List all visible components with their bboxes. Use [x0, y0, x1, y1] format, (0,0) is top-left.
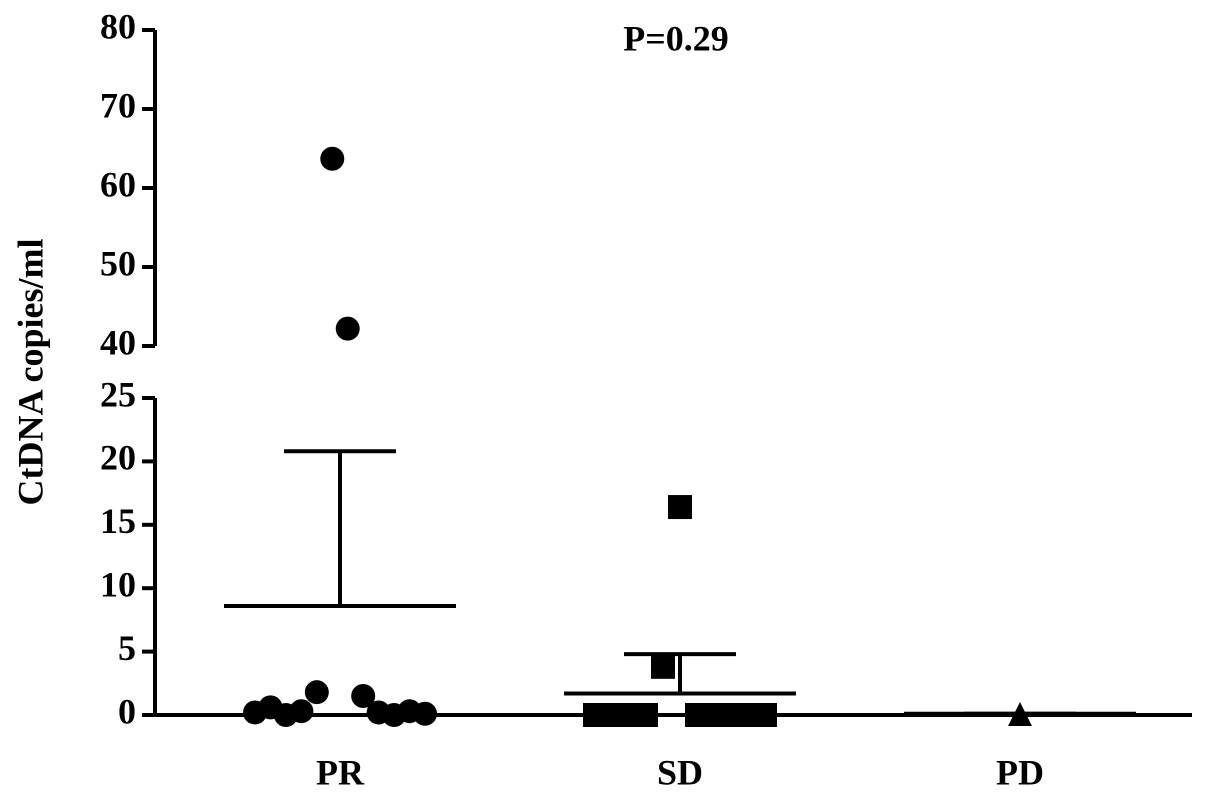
point	[289, 699, 314, 724]
y-tick-label: 25	[100, 374, 136, 414]
y-tick-label: 15	[100, 501, 136, 541]
point	[335, 316, 360, 341]
point	[634, 703, 658, 727]
y-tick-label: 10	[100, 564, 136, 604]
point	[753, 703, 777, 727]
y-tick-label: 40	[100, 322, 136, 362]
x-tick-label: PR	[316, 752, 365, 792]
y-tick-label: 70	[100, 85, 136, 125]
y-tick-label: 0	[118, 691, 136, 731]
y-tick-label: 20	[100, 438, 136, 478]
point	[351, 683, 376, 708]
point	[651, 654, 675, 679]
y-tick-label: 5	[118, 628, 136, 668]
x-tick-label: SD	[657, 752, 703, 792]
point	[413, 701, 437, 726]
y-tick-label: 60	[100, 164, 136, 204]
point	[304, 680, 329, 705]
point	[668, 495, 692, 520]
y-axis-label: CtDNA copies/ml	[10, 239, 50, 506]
annotation: P=0.29	[623, 18, 729, 58]
point	[320, 146, 345, 171]
y-tick-label: 80	[100, 6, 136, 46]
x-tick-label: PD	[996, 752, 1044, 792]
y-tick-label: 50	[100, 243, 136, 283]
